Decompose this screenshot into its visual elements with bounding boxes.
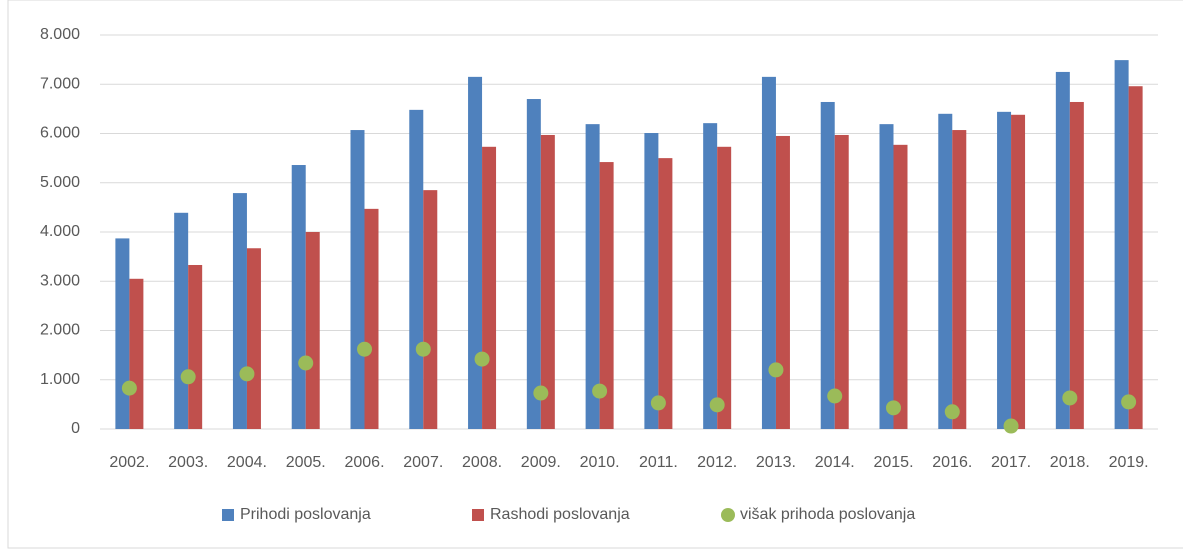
y-tick-label: 4.000 — [40, 223, 80, 240]
bar — [423, 190, 438, 429]
bar — [1055, 71, 1070, 429]
bar — [599, 162, 614, 429]
bar — [761, 76, 776, 430]
bar — [1069, 101, 1084, 429]
bar — [938, 113, 953, 430]
bar — [820, 101, 835, 429]
bar — [188, 264, 203, 429]
bar — [364, 208, 379, 429]
bar — [115, 238, 130, 429]
x-tick-label: 2005. — [286, 454, 326, 471]
bar — [1128, 86, 1143, 429]
bar — [305, 232, 320, 429]
x-tick-label: 2019. — [1109, 454, 1149, 471]
bar — [717, 146, 732, 430]
dot — [592, 383, 608, 399]
y-tick-label: 0 — [71, 420, 80, 437]
bar — [482, 146, 497, 430]
bar — [291, 165, 306, 429]
x-tick-label: 2008. — [462, 454, 502, 471]
x-tick-label: 2006. — [344, 454, 384, 471]
dot — [827, 388, 843, 404]
dot — [1121, 394, 1137, 410]
legend-swatch — [222, 509, 234, 521]
legend-swatch — [721, 508, 735, 522]
x-tick-label: 2017. — [991, 454, 1031, 471]
x-tick-label: 2004. — [227, 454, 267, 471]
x-tick-label: 2015. — [873, 454, 913, 471]
dot — [298, 355, 314, 371]
x-tick-label: 2010. — [580, 454, 620, 471]
bar — [997, 111, 1012, 429]
x-tick-label: 2016. — [932, 454, 972, 471]
legend-label: Rashodi poslovanja — [490, 506, 630, 523]
y-tick-label: 5.000 — [40, 174, 80, 191]
legend-label: Prihodi poslovanja — [240, 506, 371, 523]
bar — [246, 248, 261, 429]
y-tick-label: 1.000 — [40, 371, 80, 388]
dot — [474, 351, 490, 367]
dot — [1062, 390, 1078, 406]
bar — [232, 193, 247, 429]
legend-swatch — [472, 509, 484, 521]
dot — [415, 341, 431, 357]
y-tick-label: 2.000 — [40, 322, 80, 339]
legend-label: višak prihoda poslovanja — [740, 506, 915, 523]
bar — [174, 212, 189, 429]
x-tick-label: 2002. — [109, 454, 149, 471]
y-tick-label: 6.000 — [40, 125, 80, 142]
bar — [952, 130, 967, 430]
bar — [893, 144, 908, 429]
bar — [644, 133, 659, 429]
y-tick-label: 7.000 — [40, 75, 80, 92]
bar — [540, 134, 555, 430]
x-tick-label: 2011. — [639, 454, 678, 471]
bar — [1114, 60, 1129, 430]
y-tick-label: 3.000 — [40, 272, 80, 289]
bar — [658, 158, 673, 429]
dot — [650, 395, 666, 411]
dot — [944, 404, 960, 420]
bar — [409, 109, 424, 430]
dot — [709, 397, 725, 413]
dot — [768, 362, 784, 378]
x-tick-label: 2009. — [521, 454, 561, 471]
chart-frame — [7, 0, 1183, 549]
x-tick-label: 2007. — [403, 454, 443, 471]
dot — [357, 341, 372, 357]
bar — [526, 99, 541, 430]
x-tick-label: 2012. — [697, 454, 737, 471]
dot — [121, 380, 137, 396]
bar — [129, 278, 144, 429]
dot — [1003, 418, 1019, 434]
y-tick-label: 8.000 — [40, 26, 80, 43]
bar — [350, 130, 365, 430]
dot — [180, 369, 196, 385]
bar — [775, 135, 790, 429]
dot — [886, 400, 901, 416]
bar — [879, 124, 894, 429]
dot — [533, 385, 549, 401]
x-tick-label: 2018. — [1050, 454, 1090, 471]
bar — [1011, 114, 1026, 429]
bar — [834, 134, 849, 430]
x-tick-label: 2013. — [756, 454, 796, 471]
x-tick-label: 2014. — [815, 454, 855, 471]
dot — [239, 366, 255, 382]
bar — [468, 76, 483, 430]
bar — [703, 123, 718, 429]
x-tick-label: 2003. — [168, 454, 208, 471]
bar — [585, 124, 600, 429]
